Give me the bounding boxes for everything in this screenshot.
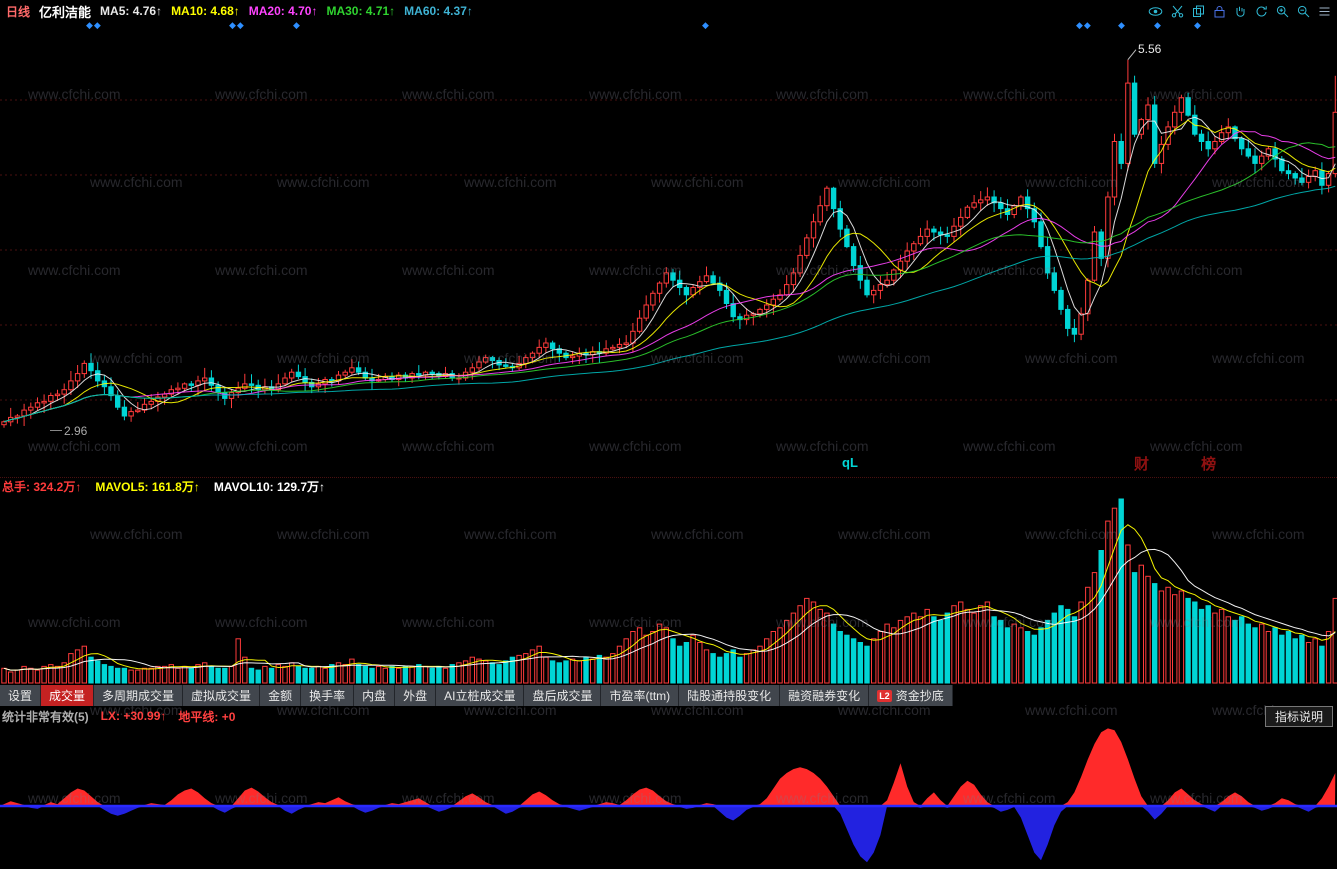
- refresh-icon[interactable]: [1255, 5, 1268, 18]
- tab-outer-disc[interactable]: 外盘: [395, 685, 437, 706]
- tab-inner-disc[interactable]: 内盘: [354, 685, 396, 706]
- ql-overlay: qL: [842, 455, 858, 470]
- l2-badge: L2: [877, 689, 892, 702]
- menu-icon[interactable]: [1318, 5, 1331, 18]
- event-marker-diamond: ◆: [1194, 20, 1202, 30]
- indicator-horizon-value: 地平线: +0: [178, 709, 236, 724]
- scissors-icon[interactable]: [1171, 5, 1184, 18]
- tab-label: AI立桩成交量: [444, 689, 516, 703]
- low-price-label: 2.96: [64, 424, 88, 438]
- tab-margin-change[interactable]: 融资融券变化: [780, 685, 870, 706]
- ma-label: MA60: 4.37↑: [404, 4, 473, 18]
- event-marker-diamond: ◆◆: [1076, 20, 1092, 30]
- tab-label: 融资融券变化: [788, 689, 861, 703]
- tab-pe-ttm[interactable]: 市盈率(ttm): [601, 685, 680, 706]
- mavol10-label: MAVOL10: 129.7万↑: [213, 479, 326, 494]
- caibang-overlay: 财 榜: [1134, 456, 1241, 473]
- copy-icon[interactable]: [1192, 5, 1205, 18]
- tab-label: 内盘: [362, 689, 387, 703]
- peak-price-label: 5.56: [1138, 42, 1162, 56]
- total-volume-label: 总手: 324.2万↑: [2, 479, 82, 494]
- ma-label: MA10: 4.68↑: [171, 4, 240, 18]
- tab-fund-bottom-fishing[interactable]: L2 资金抄底: [869, 685, 953, 706]
- oscillator-chart[interactable]: [0, 726, 1337, 869]
- tab-amount[interactable]: 金额: [260, 685, 302, 706]
- volume-legend: 总手: 324.2万↑ MAVOL5: 161.8万↑ MAVOL10: 129…: [2, 477, 325, 495]
- tab-label: 资金抄底: [895, 689, 944, 703]
- period-label[interactable]: 日线: [6, 4, 31, 19]
- tab-label: 多周期成交量: [102, 689, 175, 703]
- mavol5-label: MAVOL5: 161.8万↑: [95, 479, 200, 494]
- tab-volume[interactable]: 成交量: [41, 685, 95, 706]
- tab-multi-period-volume[interactable]: 多周期成交量: [94, 685, 184, 706]
- ma-label: MA5: 4.76↑: [100, 4, 163, 18]
- tab-virtual-volume[interactable]: 虚拟成交量: [183, 685, 261, 706]
- tab-label: 设置: [8, 689, 33, 703]
- tab-ai-pillar-volume[interactable]: AI立桩成交量: [436, 685, 525, 706]
- indicator-lx-value: LX: +30.99↑: [100, 709, 167, 723]
- tab-label: 金额: [268, 689, 293, 703]
- indicator-header: 统计非常有效(5) LX: +30.99↑ 地平线: +0 指标说明: [0, 705, 1337, 727]
- event-marker-diamond: ◆: [293, 20, 301, 30]
- stock-name: 亿利洁能: [39, 4, 92, 20]
- tab-label: 市盈率(ttm): [609, 689, 671, 703]
- ma-legend: MA5: 4.76↑ MA10: 4.68↑ MA20: 4.70↑ MA30: 4.…: [100, 4, 473, 18]
- tab-label: 换手率: [309, 689, 346, 703]
- tab-label: 外盘: [403, 689, 428, 703]
- candlestick-chart[interactable]: [0, 22, 1337, 477]
- tab-settings[interactable]: 设置: [0, 685, 42, 706]
- tab-label: 陆股通持股变化: [687, 689, 772, 703]
- tab-turnover-rate[interactable]: 换手率: [301, 685, 355, 706]
- event-marker-diamond: ◆: [1118, 20, 1126, 30]
- volume-chart[interactable]: [0, 495, 1337, 685]
- ma-label: MA30: 4.71↑: [326, 4, 396, 18]
- tab-label: 盘后成交量: [532, 689, 593, 703]
- event-marker-diamond: ◆: [1154, 20, 1162, 30]
- zoom-out-icon[interactable]: [1297, 5, 1310, 18]
- event-marker-diamond: ◆◆: [229, 20, 245, 30]
- indicator-tabs: 设置 成交量 多周期成交量 虚拟成交量 金额 换手率 内盘 外盘 AI立桩成交量 盘后成交量 市盈率…: [0, 685, 953, 706]
- tab-label: 虚拟成交量: [191, 689, 252, 703]
- eye-icon[interactable]: [1148, 5, 1163, 18]
- low-price-tick: [50, 430, 62, 431]
- hand-icon[interactable]: [1234, 5, 1247, 18]
- ma-label: MA20: 4.70↑: [248, 4, 318, 18]
- indicator-help-button[interactable]: 指标说明: [1264, 705, 1333, 727]
- zoom-in-icon[interactable]: [1276, 5, 1289, 18]
- lock-icon[interactable]: [1213, 5, 1226, 18]
- tab-label: 成交量: [49, 689, 86, 703]
- top-toolbar: 日线 亿利洁能 MA5: 4.76↑ MA10: 4.68↑ MA20: 4.70↑…: [0, 0, 1337, 22]
- event-marker-diamond: ◆◆: [86, 20, 102, 30]
- indicator-name: 统计非常有效(5): [2, 709, 89, 724]
- pane-separator: [0, 477, 1337, 478]
- tab-northbound-holdings[interactable]: 陆股通持股变化: [679, 685, 781, 706]
- event-marker-diamond: ◆: [702, 20, 710, 30]
- toolbar-icons: [1148, 5, 1337, 18]
- tab-after-hours-volume[interactable]: 盘后成交量: [524, 685, 602, 706]
